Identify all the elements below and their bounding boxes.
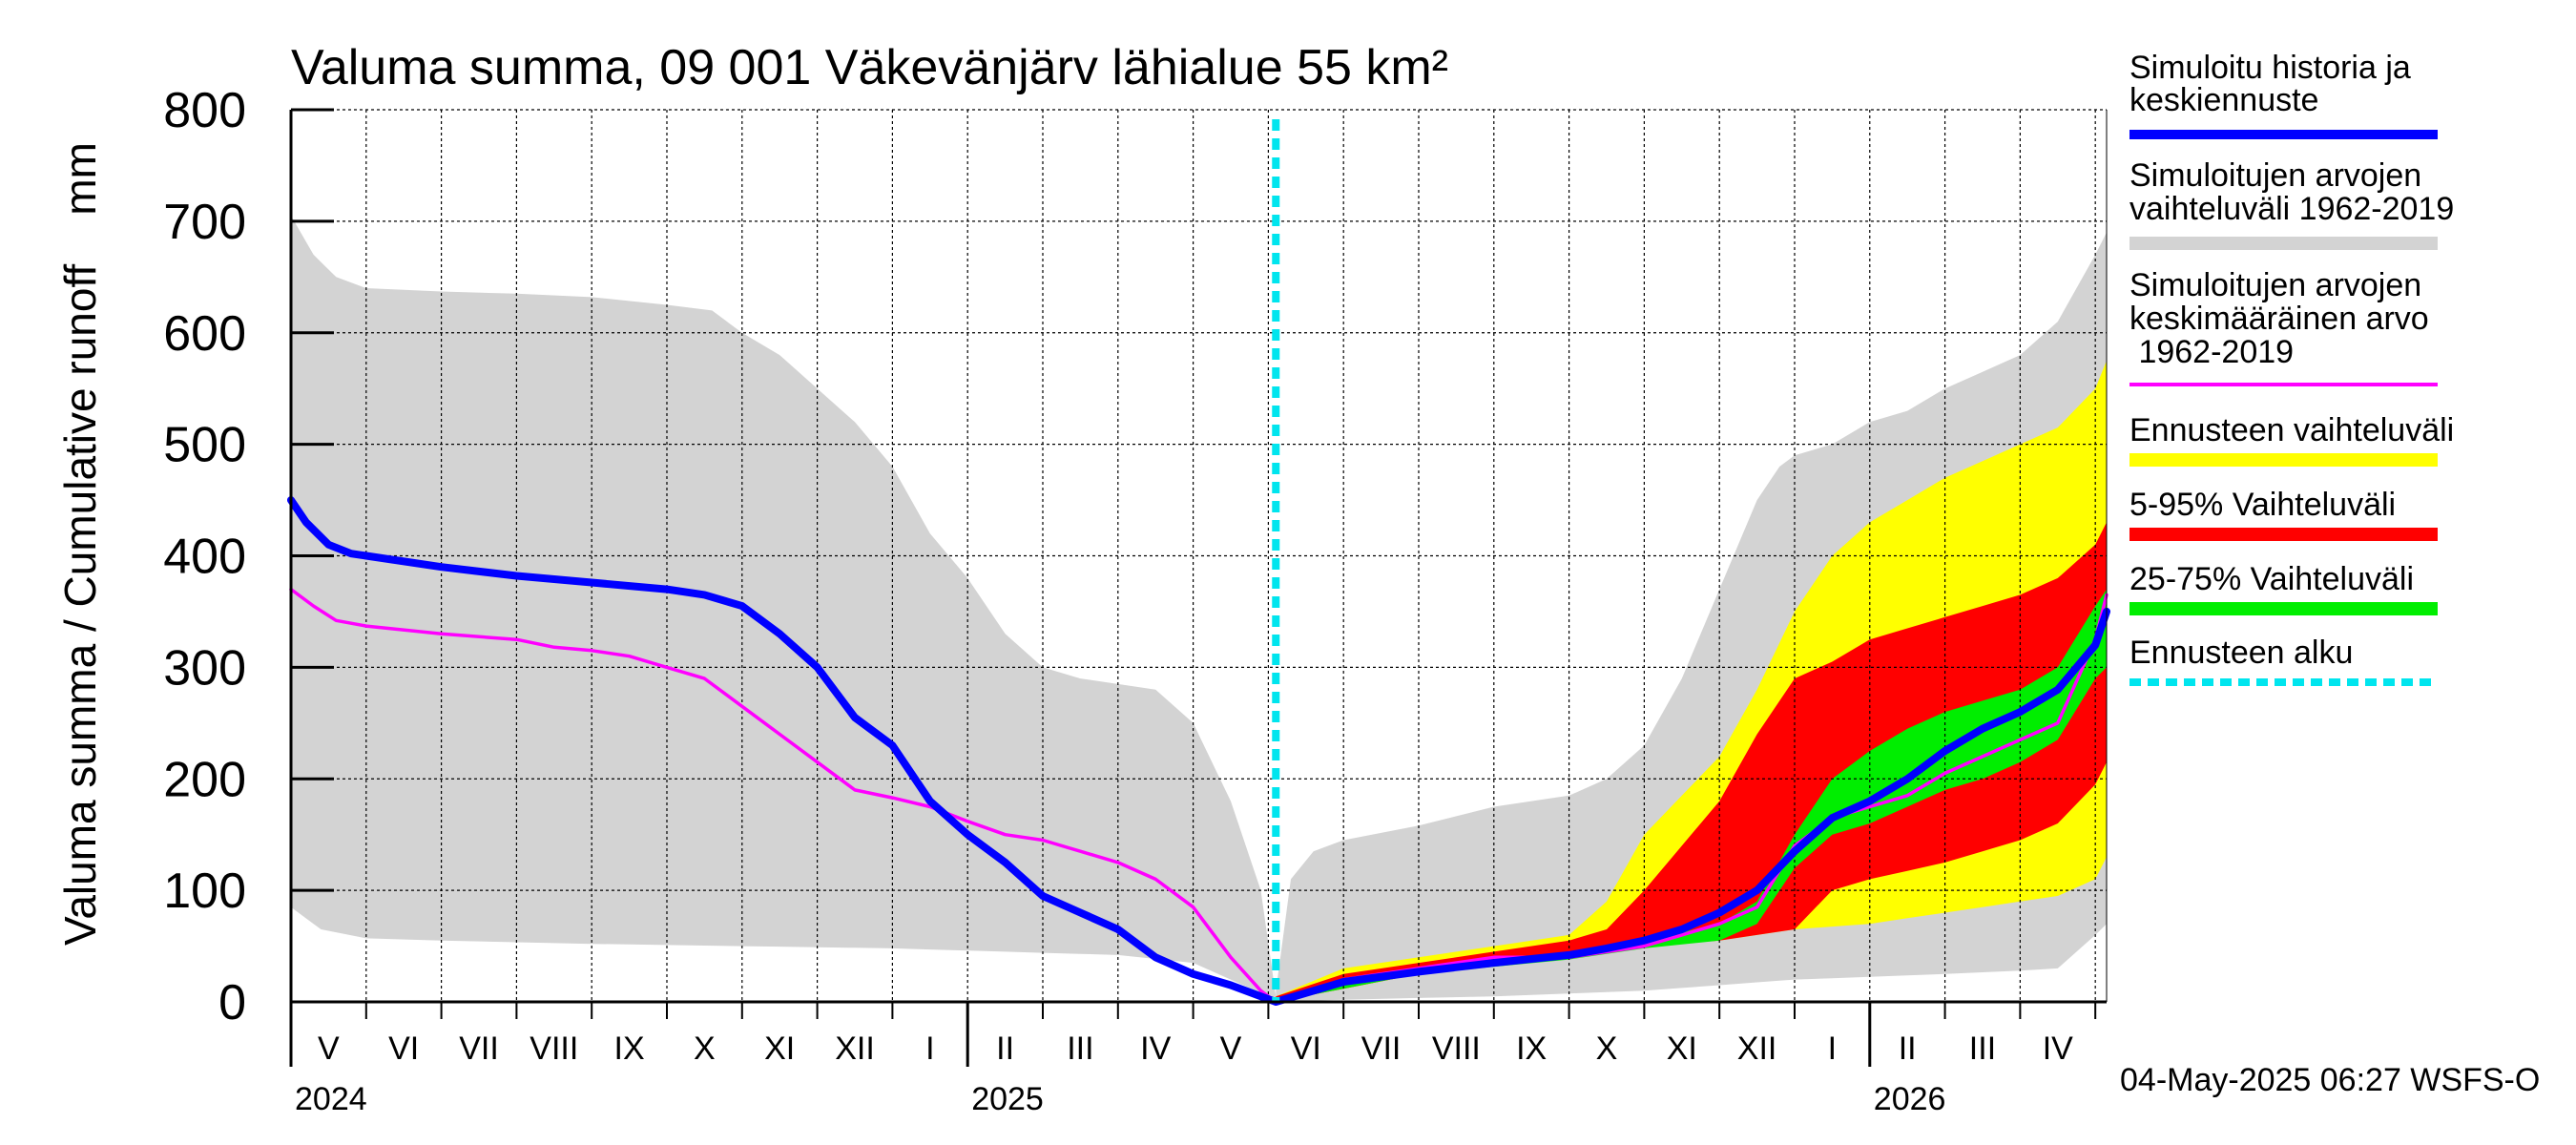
legend-label-line: 1962-2019 [2129, 334, 2294, 370]
legend-label: Ennusteen alku [2129, 635, 2353, 671]
legend-label-line: keskiennuste [2129, 82, 2318, 118]
y-tick-label: 300 [163, 640, 246, 696]
y-tick-label: 700 [163, 195, 246, 250]
month-label: IX [1516, 1030, 1547, 1067]
legend-label-line: Simuloitujen arvojen [2129, 157, 2421, 194]
year-label: 2026 [1874, 1081, 1946, 1117]
y-axis-label: Valuma summa / Cumulative runoff mm [55, 142, 105, 946]
month-label: VI [1291, 1030, 1321, 1067]
legend-label-line: 25-75% Vaihteluväli [2129, 561, 2414, 597]
month-label: III [1969, 1030, 1996, 1067]
legend-label: Simuloitujen arvojen keskimääräinen arvo … [2129, 267, 2429, 370]
month-label: II [996, 1030, 1014, 1067]
year-label: 2025 [971, 1081, 1044, 1117]
y-tick-label: 800 [163, 83, 246, 138]
month-label: XI [764, 1030, 795, 1067]
timestamp: 04-May-2025 06:27 WSFS-O [2120, 1062, 2540, 1098]
month-label: XII [1737, 1030, 1777, 1067]
chart-grid [290, 109, 2107, 1002]
legend-label-line: Ennusteen alku [2129, 635, 2353, 671]
month-label: IX [614, 1030, 645, 1067]
legend-label-line: keskimääräinen arvo [2129, 301, 2429, 337]
month-label: IV [2043, 1030, 2073, 1067]
month-label: V [1220, 1030, 1242, 1067]
legend-label-line: Simuloitu historia ja [2129, 50, 2411, 86]
month-label: VI [388, 1030, 419, 1067]
legend-label: Simuloitujen arvojen vaihteluväli 1962-20… [2129, 157, 2454, 227]
month-label: II [1899, 1030, 1917, 1067]
y-tick-label: 0 [218, 975, 246, 1030]
legend-label: Simuloitu historia ja keskiennuste [2129, 50, 2411, 118]
y-tick-label: 400 [163, 530, 246, 585]
chart-lines [287, 119, 2110, 1006]
month-label: I [1828, 1030, 1837, 1067]
chart-bands [291, 216, 2107, 1003]
month-label: XI [1667, 1030, 1697, 1067]
legend-label-line: vaihteluväli 1962-2019 [2129, 191, 2454, 227]
month-label: VII [459, 1030, 499, 1067]
y-tick-label: 200 [163, 752, 246, 807]
legend-label-line: Simuloitujen arvojen [2129, 267, 2421, 303]
month-label: X [694, 1030, 716, 1067]
month-label: VIII [1432, 1030, 1481, 1067]
month-label: V [318, 1030, 340, 1067]
chart-title: Valuma summa, 09 001 Väkevänjärv lähialu… [291, 40, 1448, 95]
legend: Simuloitu historia ja keskiennusteSimuloi… [2129, 50, 2454, 686]
month-label: III [1067, 1030, 1093, 1067]
month-label: X [1596, 1030, 1618, 1067]
y-tick-label: 600 [163, 306, 246, 362]
legend-label-line: Ennusteen vaihteluväli [2129, 412, 2454, 448]
simulated-history-line [287, 496, 2110, 1006]
range-5-95-band [1276, 522, 2107, 1002]
legend-label: 25-75% Vaihteluväli [2129, 561, 2414, 597]
legend-label-line: 5-95% Vaihteluväli [2129, 487, 2396, 523]
month-label: IV [1140, 1030, 1171, 1067]
month-label: VII [1361, 1030, 1402, 1067]
legend-label: Ennusteen vaihteluväli [2129, 412, 2454, 448]
legend-label: 5-95% Vaihteluväli [2129, 487, 2396, 523]
month-label: VIII [530, 1030, 578, 1067]
month-label: I [925, 1030, 934, 1067]
y-tick-label: 500 [163, 418, 246, 473]
month-label: XII [835, 1030, 875, 1067]
sim-range-band-history [291, 216, 1277, 1002]
year-label: 2024 [295, 1081, 367, 1117]
y-tick-label: 100 [163, 864, 246, 919]
